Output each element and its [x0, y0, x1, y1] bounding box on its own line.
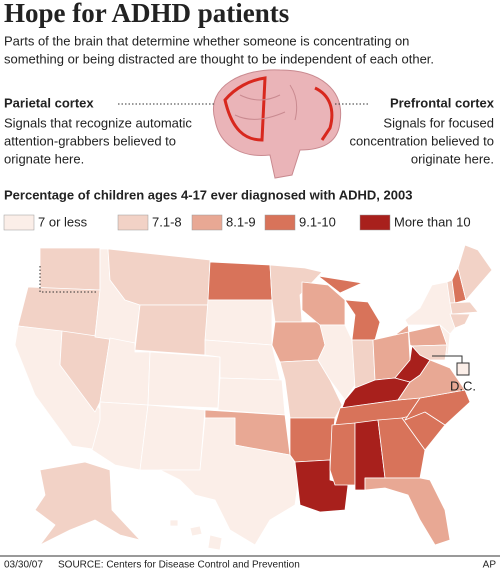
- label-text: originate here.: [411, 151, 494, 166]
- state: [449, 301, 479, 315]
- state: [159, 417, 301, 546]
- legend-swatch: [191, 214, 223, 231]
- state: [377, 417, 426, 479]
- label-title: Prefrontal cortex: [390, 95, 495, 110]
- brain-illustration: [212, 69, 342, 179]
- state: [317, 275, 363, 294]
- state: [147, 351, 221, 409]
- label-title: Parietal cortex: [4, 95, 94, 110]
- state: [204, 299, 273, 346]
- state: [139, 404, 206, 471]
- state: [449, 313, 471, 329]
- state: [269, 264, 323, 323]
- label-text: orignate here.: [4, 151, 84, 166]
- state: [329, 422, 356, 486]
- state: [189, 525, 203, 537]
- footer-credit: AP: [483, 560, 497, 571]
- label-text: concentration believed to: [349, 133, 494, 148]
- state: [134, 304, 209, 356]
- legend: 7 or less 7.1-8 8.1-9 9.1-10 More than 10: [3, 214, 471, 231]
- dc-box: [456, 362, 470, 376]
- legend-swatch: [359, 214, 391, 231]
- label-text: attention-grabbers believed to: [4, 133, 176, 148]
- state: [207, 261, 273, 301]
- legend-swatch: [3, 214, 35, 231]
- state: [404, 281, 456, 335]
- label-text: Signals that recognize automatic: [4, 115, 192, 130]
- legend-title: Percentage of children ages 4-17 ever di…: [4, 187, 412, 202]
- state: [271, 321, 326, 363]
- leader-line: [39, 266, 96, 293]
- dc-label: D.C.: [450, 378, 476, 393]
- footer-date: 03/30/07: [4, 560, 43, 571]
- state: [39, 247, 101, 291]
- title: Hope for ADHD patients: [4, 0, 289, 28]
- subtitle: something or being distracted are though…: [4, 51, 434, 66]
- state: [217, 377, 286, 416]
- state: [344, 299, 381, 341]
- state: [364, 477, 451, 546]
- legend-swatch: [117, 214, 149, 231]
- state: [289, 417, 336, 463]
- label-text: Signals for focused: [383, 115, 494, 130]
- state: [107, 248, 211, 306]
- state: [91, 401, 149, 471]
- dc-pointer: [432, 355, 463, 363]
- footer-source: SOURCE: Centers for Disease Control and …: [58, 560, 300, 571]
- legend-label: 9.1-10: [299, 214, 336, 229]
- legend-label: 7 or less: [38, 214, 88, 229]
- us-map: [14, 244, 493, 551]
- legend-label: More than 10: [394, 214, 471, 229]
- legend-label: 8.1-9: [226, 214, 256, 229]
- state: [351, 339, 376, 389]
- state: [207, 534, 223, 551]
- state: [457, 244, 493, 301]
- legend-swatch: [264, 214, 296, 231]
- state: [34, 461, 141, 546]
- subtitle: Parts of the brain that determine whethe…: [4, 33, 409, 48]
- state: [169, 519, 179, 527]
- legend-label: 7.1-8: [152, 214, 182, 229]
